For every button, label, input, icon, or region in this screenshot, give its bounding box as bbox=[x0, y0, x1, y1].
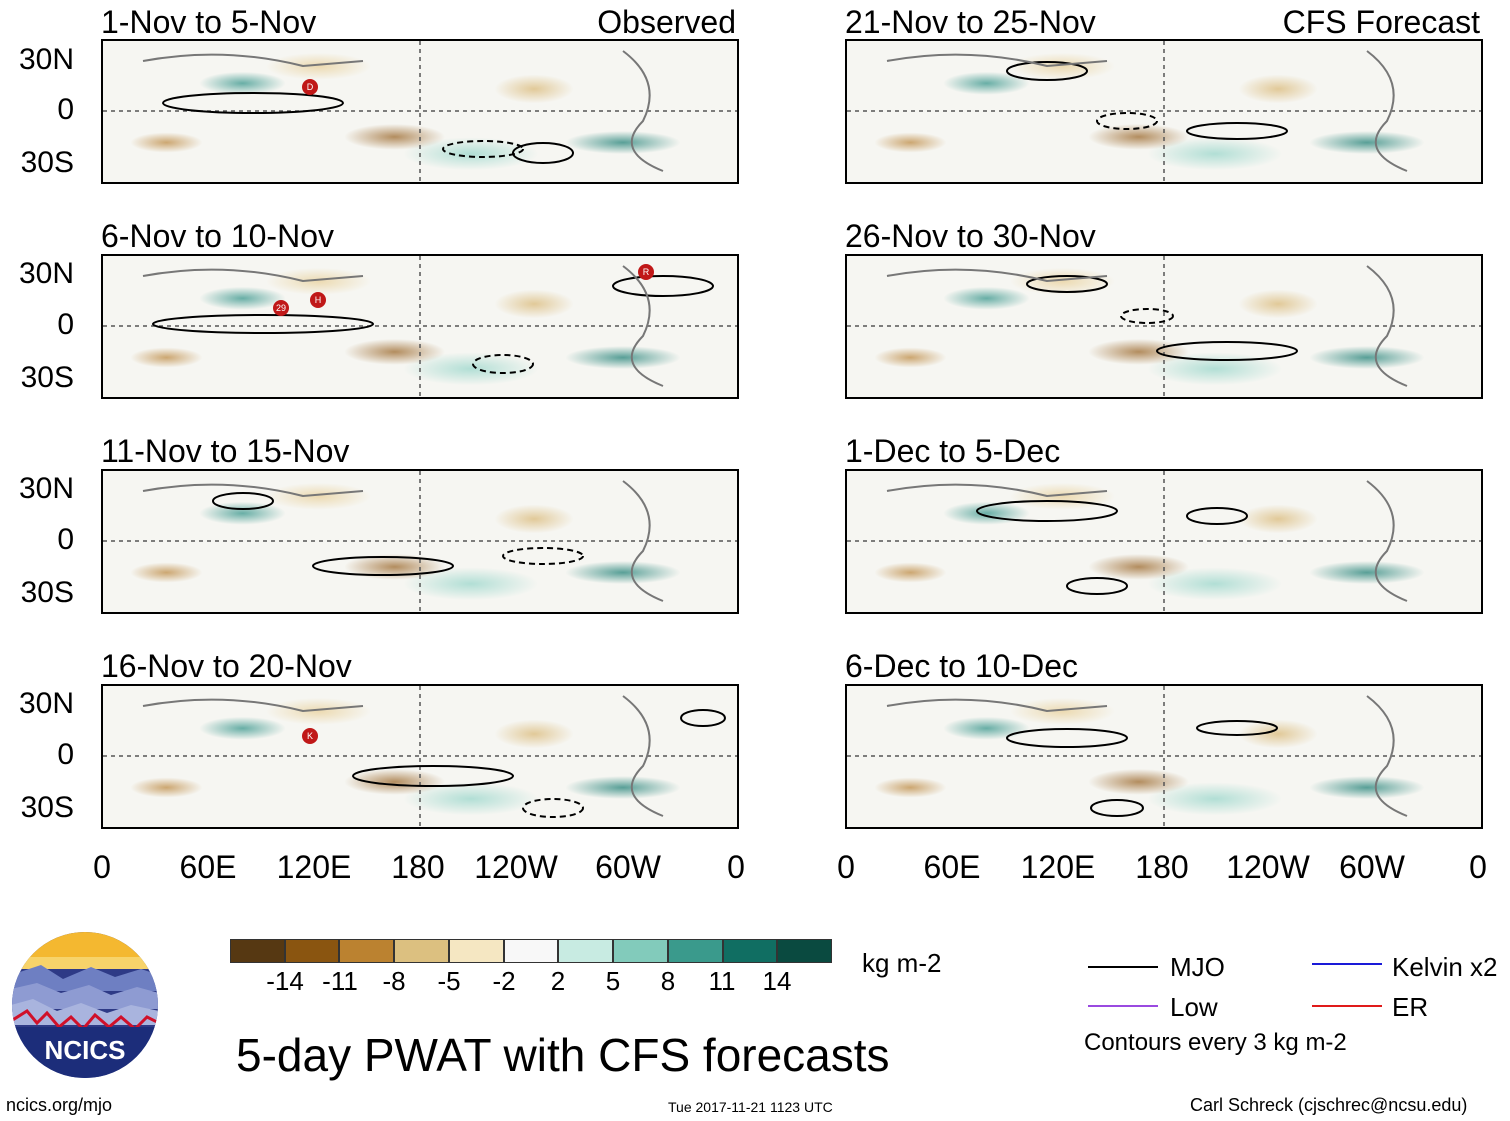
legend-line-kelvin bbox=[1312, 963, 1382, 965]
lon-label: 120W bbox=[474, 849, 558, 885]
contour-overlay bbox=[103, 471, 737, 612]
colorbar-swatch bbox=[339, 939, 395, 963]
legend-line-low bbox=[1088, 1005, 1158, 1007]
colorbar-label: 11 bbox=[708, 966, 736, 996]
contour-overlay bbox=[847, 41, 1481, 182]
colorbar-swatch bbox=[503, 939, 559, 963]
colorbar-swatch bbox=[394, 939, 449, 963]
panel-title: 11-Nov to 15-Nov bbox=[101, 433, 350, 469]
map-panel bbox=[845, 39, 1483, 184]
legend-line-er bbox=[1312, 1005, 1382, 1007]
lat-label: 30S bbox=[20, 791, 74, 824]
observed-label: Observed bbox=[597, 4, 736, 40]
storm-marker: D bbox=[302, 79, 318, 95]
lat-label: 30N bbox=[18, 472, 74, 505]
colorbar-swatch bbox=[448, 939, 504, 963]
storm-marker: K bbox=[302, 728, 318, 744]
lat-label: 30S bbox=[20, 361, 74, 394]
legend-label-er: ER bbox=[1392, 992, 1429, 1022]
storm-marker: R bbox=[638, 264, 654, 280]
footer-credit: Carl Schreck (cjschrec@ncsu.edu) bbox=[1190, 1095, 1468, 1115]
panel-title: 16-Nov to 20-Nov bbox=[101, 648, 352, 684]
panel-title: 6-Nov to 10-Nov bbox=[101, 218, 334, 254]
lon-label: 60W bbox=[1339, 849, 1405, 885]
legend-label-mjo: MJO bbox=[1170, 952, 1225, 982]
contour-overlay bbox=[847, 256, 1481, 397]
colorbar-label: -11 bbox=[322, 966, 358, 996]
panel-title: 26-Nov to 30-Nov bbox=[845, 218, 1096, 254]
footer-url[interactable]: ncics.org/mjo bbox=[6, 1095, 113, 1115]
lon-label: 0 bbox=[1469, 849, 1487, 885]
lon-label: 0 bbox=[837, 849, 855, 885]
panel-title: 6-Dec to 10-Dec bbox=[845, 648, 1078, 684]
colorbar-swatch bbox=[613, 939, 668, 963]
lon-label: 120W bbox=[1226, 849, 1310, 885]
lat-label: 30S bbox=[20, 576, 74, 609]
map-panel bbox=[101, 684, 739, 829]
cfs-forecast-label: CFS Forecast bbox=[1282, 4, 1480, 40]
colorbar-swatch bbox=[230, 939, 285, 963]
map-panel bbox=[845, 684, 1483, 829]
map-panel bbox=[101, 469, 739, 614]
lon-label: 60W bbox=[595, 849, 661, 885]
colorbar-label: -8 bbox=[382, 966, 406, 996]
lat-label: 0 bbox=[57, 93, 74, 126]
storm-marker: 29 bbox=[273, 300, 289, 316]
colorbar-label: 14 bbox=[762, 966, 792, 996]
lat-label: 30N bbox=[18, 687, 74, 720]
colorbar bbox=[230, 939, 833, 963]
colorbar-swatch bbox=[558, 939, 614, 963]
lon-label: 120E bbox=[1020, 849, 1096, 885]
panel-title: 1-Nov to 5-Nov bbox=[101, 4, 317, 40]
lon-label: 180 bbox=[1135, 849, 1189, 885]
main-title: 5-day PWAT with CFS forecasts bbox=[236, 1029, 890, 1081]
lat-label: 30S bbox=[20, 146, 74, 179]
panel-title: 1-Dec to 5-Dec bbox=[845, 433, 1061, 469]
map-panel bbox=[101, 39, 739, 184]
colorbar-unit: kg m-2 bbox=[862, 948, 942, 978]
lon-label: 0 bbox=[93, 849, 111, 885]
contour-note: Contours every 3 kg m-2 bbox=[1084, 1029, 1347, 1056]
colorbar-label: 2 bbox=[550, 966, 566, 996]
lat-label: 30N bbox=[18, 257, 74, 290]
contour-overlay bbox=[103, 686, 737, 827]
panel-title: 21-Nov to 25-Nov bbox=[845, 4, 1096, 40]
contour-overlay bbox=[847, 686, 1481, 827]
colorbar-swatch bbox=[777, 939, 833, 963]
contour-overlay bbox=[103, 256, 737, 397]
footer-timestamp: Tue 2017-11-21 1123 UTC bbox=[668, 1099, 833, 1115]
lon-label: 60E bbox=[179, 849, 237, 885]
ncics-logo: NCICS bbox=[11, 931, 159, 1079]
contour-overlay bbox=[847, 471, 1481, 612]
ncics-logo-icon bbox=[12, 932, 158, 1078]
contour-overlay bbox=[103, 41, 737, 182]
legend-label-low: Low bbox=[1170, 992, 1218, 1022]
lat-label: 0 bbox=[57, 523, 74, 556]
lat-label: 30N bbox=[18, 43, 74, 76]
colorbar-label: 8 bbox=[660, 966, 676, 996]
lon-label: 60E bbox=[923, 849, 981, 885]
lon-label: 0 bbox=[727, 849, 745, 885]
colorbar-label: -2 bbox=[492, 966, 516, 996]
colorbar-swatch bbox=[722, 939, 778, 963]
lat-label: 0 bbox=[57, 308, 74, 341]
legend-label-kelvin: Kelvin x2 bbox=[1392, 952, 1498, 982]
colorbar-swatch bbox=[667, 939, 723, 963]
map-panel bbox=[845, 254, 1483, 399]
lat-label: 0 bbox=[57, 738, 74, 771]
lon-label: 120E bbox=[276, 849, 352, 885]
colorbar-swatch bbox=[284, 939, 340, 963]
map-panel bbox=[101, 254, 739, 399]
map-panel bbox=[845, 469, 1483, 614]
lon-label: 180 bbox=[391, 849, 445, 885]
ncics-logo-text: NCICS bbox=[44, 1035, 126, 1065]
storm-marker: H bbox=[310, 292, 326, 308]
colorbar-label: 5 bbox=[605, 966, 621, 996]
colorbar-label: -14 bbox=[266, 966, 304, 996]
legend-line-mjo bbox=[1088, 966, 1158, 968]
colorbar-label: -5 bbox=[437, 966, 461, 996]
